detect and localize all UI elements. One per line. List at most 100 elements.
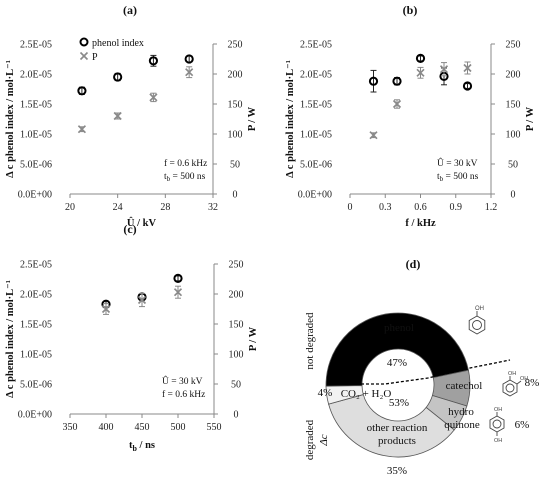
left-y-tick-label: 2.5E-05 (300, 40, 332, 51)
panel-d: (d) phenol 47% 53% catechol hydro quinon… (304, 257, 539, 477)
right-y-tick-label: 250 (228, 40, 243, 51)
phenol-index-point (148, 56, 159, 66)
x-tick-label: 0.6 (414, 202, 427, 213)
svg-text:OH: OH (494, 407, 502, 413)
panel-c-condition-2: f = 0.6 kHz (162, 389, 205, 400)
donut-label-other-2: products (378, 435, 416, 447)
right-y-tick-label: 150 (506, 100, 521, 111)
phenol-index-point (113, 72, 123, 82)
donut-outer-label-35: 35% (387, 465, 407, 477)
x-tick-label: 32 (208, 202, 218, 213)
left-y-tick-label: 2.5E-05 (20, 260, 52, 271)
right-y-tick-label: 200 (506, 70, 521, 81)
power-point (101, 304, 111, 314)
panel-d-letter: (d) (406, 257, 421, 271)
right-y-axis-label: P / W (247, 106, 258, 131)
svg-text:OH: OH (520, 376, 528, 382)
panel-letter: (c) (123, 222, 136, 236)
svg-text:OH: OH (508, 371, 516, 377)
donut-label-47: 47% (387, 357, 407, 369)
x-axis-label: tb / ns (129, 440, 155, 453)
svg-text:OH: OH (494, 438, 502, 444)
x-tick-label: 450 (135, 422, 150, 433)
power-point (137, 295, 147, 305)
power-point (439, 65, 449, 74)
left-y-tick-label: 1.5E-05 (20, 320, 52, 331)
power-point (392, 99, 402, 109)
x-tick-label: 0.9 (450, 202, 463, 213)
left-y-tick-label: 2.0E-05 (20, 290, 52, 301)
right-y-tick-label: 200 (228, 70, 243, 81)
left-y-tick-label: 1.5E-05 (300, 100, 332, 111)
right-y-tick-label: 150 (229, 320, 244, 331)
left-y-tick-label: 0.0E+00 (18, 410, 52, 421)
right-y-tick-label: 150 (228, 100, 243, 111)
left-y-tick-label: 1.0E-05 (20, 130, 52, 141)
catechol-molecule-icon: OH OH (502, 371, 528, 397)
donut-chart (325, 312, 471, 458)
svg-text:OH: OH (475, 306, 484, 312)
power-point (185, 68, 194, 77)
legend-x-marker (79, 51, 89, 61)
x-axis-label: f / kHz (405, 218, 436, 229)
left-y-tick-label: 0.0E+00 (298, 190, 332, 201)
left-y-tick-label: 1.0E-05 (20, 350, 52, 361)
right-y-tick-label: 50 (230, 160, 240, 171)
phenol-index-point (462, 81, 473, 91)
right-y-tick-label: 50 (508, 160, 518, 171)
right-y-axis-label: P / W (525, 106, 536, 131)
left-y-axis-label: Δ c phenol index / mol·L⁻¹ (5, 60, 16, 178)
right-y-tick-label: 250 (229, 260, 244, 271)
x-tick-label: 28 (160, 202, 170, 213)
group-label-delta-c: Δc (318, 434, 330, 446)
left-y-tick-label: 5.0E-06 (20, 160, 52, 171)
x-tick-label: 0.3 (379, 202, 392, 213)
x-tick-label: 400 (99, 422, 114, 433)
power-point (369, 131, 378, 140)
right-y-tick-label: 0 (234, 410, 239, 421)
donut-outer-label-8: 8% (525, 377, 540, 389)
left-y-tick-label: 2.0E-05 (300, 70, 332, 81)
x-tick-label: 350 (63, 422, 78, 433)
left-y-tick-label: 0.0E+00 (18, 190, 52, 201)
group-label-not-degraded: not degraded (304, 312, 316, 370)
left-y-tick-label: 2.0E-05 (20, 70, 52, 81)
panel-letter: (a) (123, 3, 137, 17)
right-y-tick-label: 250 (506, 40, 521, 51)
panel-b: (b) 0.0E+00 5.0E-06 1.0E-05 1.5E-05 2.0E-05 2.… (285, 3, 536, 229)
right-y-tick-label: 0 (233, 190, 238, 201)
phenol-index-point (184, 54, 194, 64)
power-point (77, 125, 87, 134)
donut-label-hydroquinone-2: quinone (444, 419, 480, 431)
left-y-tick-label: 1.5E-05 (20, 100, 52, 111)
degraded-separator-line (341, 359, 511, 385)
panel-a: (a) 0.0E+00 5.0E-06 1.0E-05 1.5E-05 2.0E-05 2.… (5, 3, 258, 229)
x-tick-label: 550 (207, 422, 222, 433)
x-tick-label: 500 (171, 422, 186, 433)
panel-a-condition-1: f = 0.6 kHz (164, 158, 207, 169)
x-tick-label: 20 (65, 202, 75, 213)
phenol-molecule-icon: OH (468, 306, 486, 335)
power-point (149, 93, 158, 102)
donut-slice (325, 385, 364, 405)
panel-c-condition-1: Û = 30 kV (162, 375, 203, 387)
right-y-tick-label: 0 (511, 190, 516, 201)
donut-label-53: 53% (389, 397, 409, 409)
left-y-tick-label: 1.0E-05 (300, 130, 332, 141)
x-tick-label: 0 (348, 202, 353, 213)
phenol-index-point (392, 76, 402, 86)
right-y-tick-label: 100 (228, 130, 243, 141)
legend-p-label: P (92, 52, 98, 63)
phenol-index-point (173, 273, 183, 283)
right-y-tick-label: 50 (231, 380, 241, 391)
donut-slice (325, 312, 469, 387)
donut-outer-label-4: 4% (318, 387, 333, 399)
legend-circle-marker (79, 37, 89, 47)
legend-phenol-label: phenol index (92, 38, 144, 49)
legend: phenol index P (79, 37, 144, 63)
phenol-index-point (368, 76, 379, 86)
left-y-axis-label: Δ c phenol index / mol·L⁻¹ (285, 60, 296, 178)
left-y-tick-label: 5.0E-06 (300, 160, 332, 171)
x-tick-label: 24 (113, 202, 123, 213)
